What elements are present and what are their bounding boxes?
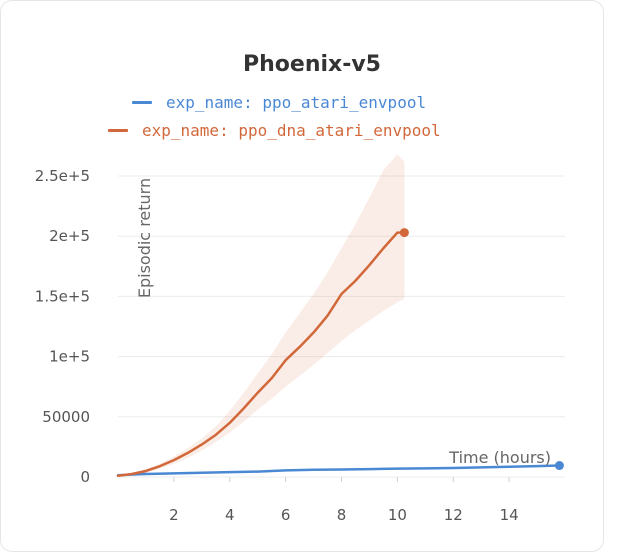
- y-axis-ticks: 0 50000 1e+5 1.5e+5 2e+5 2.5e+5: [35, 167, 90, 486]
- y-tick-label: 0: [80, 468, 90, 486]
- confidence-band-ppo-dna-atari-envpool: [118, 154, 405, 477]
- y-tick-label: 2.5e+5: [35, 167, 90, 185]
- confidence-bands: [118, 154, 405, 477]
- legend-swatch-ppo-atari-envpool: [132, 100, 152, 104]
- chart-panel: [0, 0, 604, 552]
- y-tick-label: 50000: [42, 408, 90, 426]
- x-tick-label: 2: [169, 506, 179, 524]
- legend-item-ppo-dna-atari-envpool[interactable]: exp_name: ppo_dna_atari_envpool: [108, 119, 441, 141]
- legend-swatch-ppo-dna-atari-envpool: [108, 128, 128, 132]
- series-lines: [116, 228, 564, 478]
- x-tick-label: 10: [388, 506, 407, 524]
- y-tick-label: 2e+5: [49, 227, 90, 245]
- y-tick-label: 1.5e+5: [35, 287, 90, 305]
- x-tick-label: 14: [500, 506, 519, 524]
- x-tick-label: 12: [444, 506, 463, 524]
- series-endpoint-ppo-dna-atari-envpool[interactable]: [399, 228, 409, 238]
- legend-label-ppo-atari-envpool: exp_name: ppo_atari_envpool: [166, 92, 427, 112]
- x-axis-ticks: 2 4 6 8 10 12 14: [169, 477, 519, 524]
- x-tick-label: 6: [281, 506, 291, 524]
- x-tick-label: 8: [337, 506, 347, 524]
- legend-item-ppo-atari-envpool[interactable]: exp_name: ppo_atari_envpool: [132, 91, 426, 113]
- series-line-ppo-atari-envpool[interactable]: [116, 464, 561, 477]
- x-axis-title: Time (hours): [448, 448, 551, 467]
- y-axis-title: Episodic return: [135, 178, 154, 298]
- y-tick-label: 1e+5: [49, 348, 90, 366]
- series-line-ppo-dna-atari-envpool[interactable]: [116, 231, 406, 478]
- chart-title: Phoenix-v5: [243, 52, 381, 77]
- x-tick-label: 4: [225, 506, 235, 524]
- legend-label-ppo-dna-atari-envpool: exp_name: ppo_dna_atari_envpool: [142, 120, 441, 140]
- series-endpoint-ppo-atari-envpool[interactable]: [554, 461, 564, 471]
